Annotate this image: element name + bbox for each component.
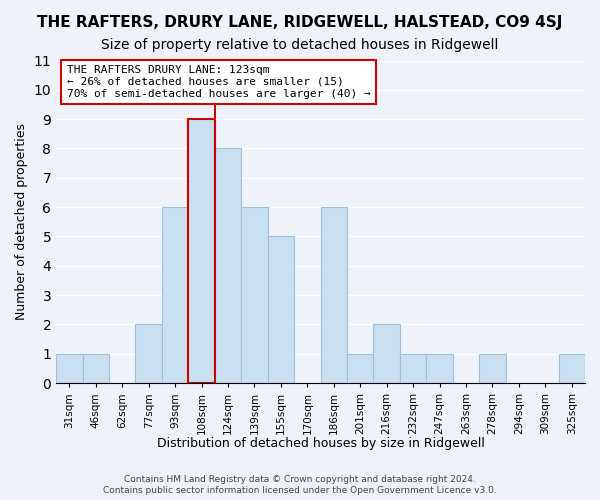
Text: Contains HM Land Registry data © Crown copyright and database right 2024.: Contains HM Land Registry data © Crown c… <box>124 475 476 484</box>
Bar <box>83 354 109 383</box>
Bar <box>136 324 162 383</box>
Bar <box>400 354 427 383</box>
Bar <box>215 148 241 383</box>
Bar <box>373 324 400 383</box>
Bar <box>268 236 294 383</box>
Text: THE RAFTERS DRURY LANE: 123sqm
← 26% of detached houses are smaller (15)
70% of : THE RAFTERS DRURY LANE: 123sqm ← 26% of … <box>67 66 370 98</box>
Bar <box>427 354 453 383</box>
Text: THE RAFTERS, DRURY LANE, RIDGEWELL, HALSTEAD, CO9 4SJ: THE RAFTERS, DRURY LANE, RIDGEWELL, HALS… <box>37 15 563 30</box>
Bar <box>56 354 83 383</box>
Bar <box>241 207 268 383</box>
Y-axis label: Number of detached properties: Number of detached properties <box>15 124 28 320</box>
Bar <box>320 207 347 383</box>
Bar <box>479 354 506 383</box>
Text: Contains public sector information licensed under the Open Government Licence v3: Contains public sector information licen… <box>103 486 497 495</box>
Bar <box>559 354 585 383</box>
Bar <box>347 354 373 383</box>
Bar <box>162 207 188 383</box>
Bar <box>188 119 215 383</box>
Text: Size of property relative to detached houses in Ridgewell: Size of property relative to detached ho… <box>101 38 499 52</box>
X-axis label: Distribution of detached houses by size in Ridgewell: Distribution of detached houses by size … <box>157 437 485 450</box>
